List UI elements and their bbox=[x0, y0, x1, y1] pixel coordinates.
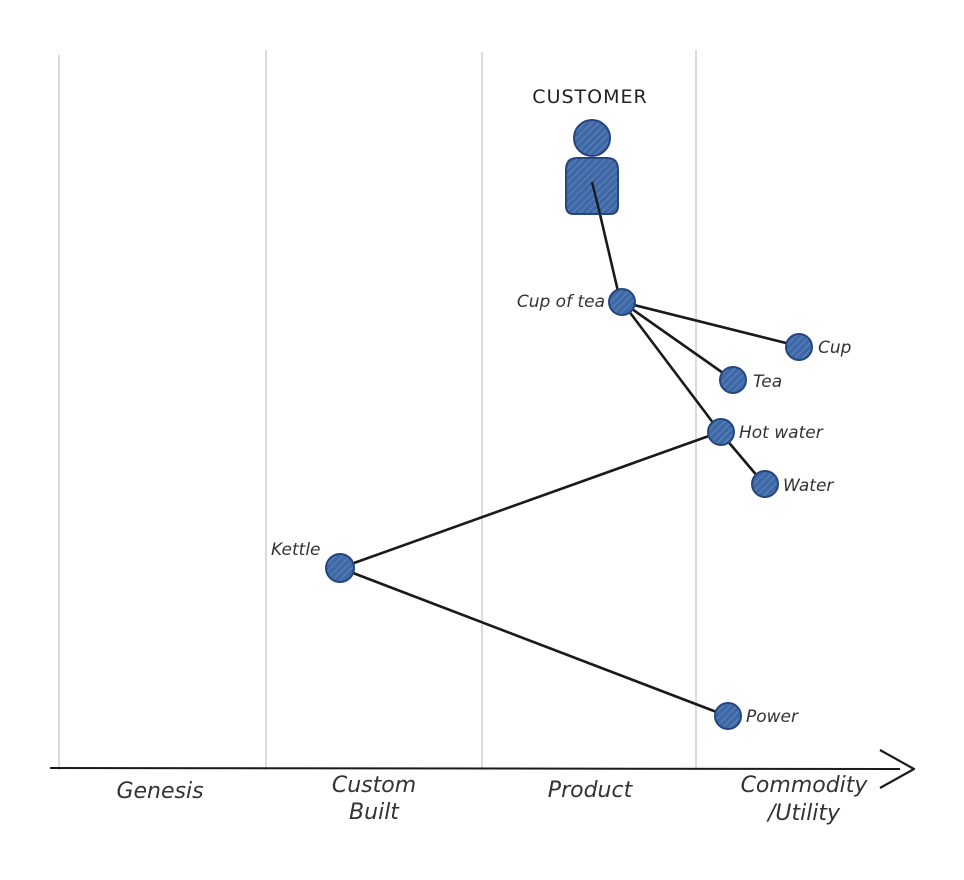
customer-head bbox=[573, 119, 611, 157]
stage-label-built: Built bbox=[349, 800, 400, 825]
stage-label-custom: Custom bbox=[332, 773, 416, 798]
node-cup-of-tea[interactable] bbox=[608, 288, 636, 316]
label-tea: Tea bbox=[753, 372, 782, 392]
evolution-axis bbox=[49, 749, 916, 789]
label-kettle: Kettle bbox=[271, 540, 321, 560]
label-hot-water: Hot water bbox=[739, 423, 824, 443]
link-cup-of-tea-cup bbox=[620, 300, 800, 348]
label-water: Water bbox=[783, 476, 834, 496]
customer-user-icon: CUSTOMER bbox=[532, 86, 647, 215]
node-labels: Cup of tea Cup Tea Hot water Water Kettl… bbox=[271, 292, 852, 727]
node-cup[interactable] bbox=[785, 333, 813, 361]
label-power: Power bbox=[746, 707, 799, 727]
node-hot-water[interactable] bbox=[707, 418, 735, 446]
stage-label-commodity: Commodity bbox=[741, 773, 869, 798]
node-water[interactable] bbox=[751, 470, 779, 498]
stage-label-utility: /Utility bbox=[766, 801, 841, 826]
link-kettle-power bbox=[338, 566, 729, 718]
axis-line bbox=[49, 767, 901, 770]
link-kettle-hot-water bbox=[338, 430, 722, 570]
axis-arrowhead bbox=[879, 749, 916, 789]
customer-label: CUSTOMER bbox=[532, 86, 647, 108]
stage-label-genesis: Genesis bbox=[116, 779, 203, 804]
node-kettle[interactable] bbox=[325, 553, 355, 583]
stage-gridlines bbox=[58, 50, 697, 770]
stage-label-product: Product bbox=[548, 778, 634, 803]
component-nodes bbox=[325, 288, 813, 730]
link-cup-of-tea-hot-water bbox=[620, 300, 722, 434]
node-tea[interactable] bbox=[719, 366, 747, 394]
dependency-links bbox=[338, 178, 800, 718]
customer-link-inner bbox=[590, 181, 602, 215]
label-cup-of-tea: Cup of tea bbox=[517, 292, 605, 312]
link-cup-of-tea-tea bbox=[620, 300, 735, 382]
stage-labels: Genesis Custom Built Product Commodity /… bbox=[116, 773, 868, 826]
node-power[interactable] bbox=[714, 702, 742, 730]
label-cup: Cup bbox=[818, 338, 852, 358]
